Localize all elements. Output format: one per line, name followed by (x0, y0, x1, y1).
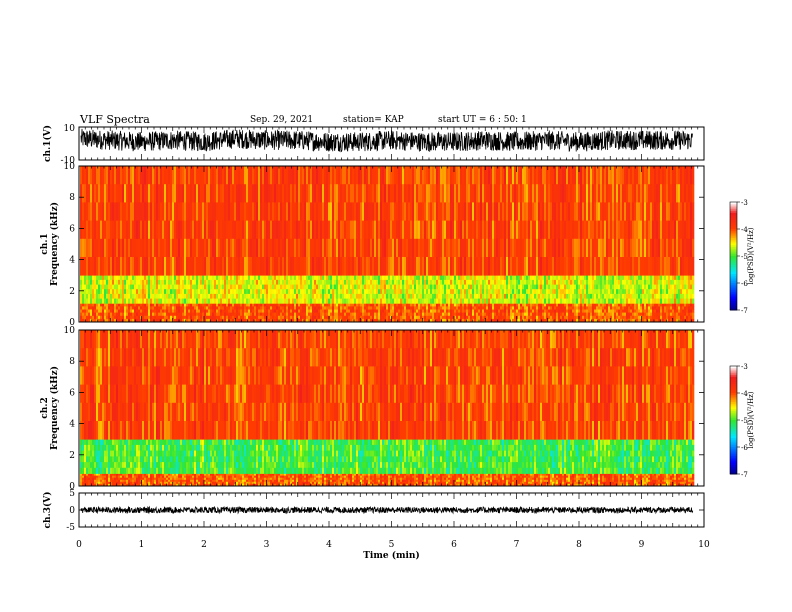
ch2-spectrogram-ytick-label: 8 (69, 357, 75, 367)
ch3-waveform-line (80, 505, 694, 515)
ch2-colorbar-label: log(PSD)(V²/Hz) (747, 391, 755, 448)
ch1-colorbar-tick-label: -3 (741, 199, 748, 207)
ch1-ytick-top-label: 10 (64, 124, 76, 134)
ch1-colorbar-tick-label: -5 (741, 253, 748, 261)
ch2-colorbar (730, 366, 737, 475)
ch3-waveform-ytick-label: 0 (69, 506, 75, 516)
ch2-colorbar-tick-label: -7 (741, 471, 748, 479)
ch3-waveform-ytick-label: 5 (69, 489, 75, 499)
time-axis-title: Time (min) (363, 550, 420, 561)
ch2-spectrogram-ytick-label: 0 (69, 482, 75, 492)
ch1-waveform-ylabel-line: ch.1(V) (42, 125, 53, 162)
ch1-spectrogram-ytick-label: 0 (69, 318, 75, 328)
ch2-colorbar-tick-label: -5 (741, 417, 748, 425)
ch1-colorbar (730, 202, 737, 311)
time-axis-tick-label: 3 (264, 540, 270, 550)
ch2-spectrogram-ytick-label: 10 (64, 326, 76, 336)
ch1-ytick-bottom-label: -10 (61, 156, 76, 166)
ch1-colorbar-label: log(PSD)(V²/Hz) (747, 227, 755, 284)
time-axis-tick-label: 8 (576, 540, 582, 550)
ch1-spectrogram-ylabel-line: ch.1 (40, 233, 50, 254)
time-axis-tick-label: 9 (639, 540, 645, 550)
date-label: Sep. 29, 2021 (250, 115, 314, 125)
ch1-waveform-line (80, 128, 694, 153)
ch2-colorbar-tick-label: -6 (741, 444, 748, 452)
ch2-spectrogram-ylabel: ch.2 Frequency (kHz) (40, 366, 60, 450)
time-axis-tick-label: 1 (139, 540, 145, 550)
ch2-spectrogram-ylabel-line: Frequency (kHz) (49, 366, 60, 450)
ch1-waveform-ylabel: ch.1(V) (42, 125, 53, 162)
time-axis-tick-label: 4 (326, 540, 332, 550)
ch1-spectrogram-ytick-label: 10 (64, 162, 76, 172)
ch1-spectrogram-ylabel: ch.1 Frequency (kHz) (40, 202, 60, 286)
start-time-label: start UT = 6 : 50: 1 (438, 115, 527, 125)
ch1-colorbar-tick-label: -6 (741, 280, 748, 288)
chart-title: VLF Spectra (80, 113, 150, 126)
time-axis-tick-label: 5 (389, 540, 395, 550)
time-axis-tick-label: 2 (201, 540, 207, 550)
time-axis-tick-label: 0 (76, 540, 82, 550)
ch1-spectrogram-cells (80, 166, 695, 323)
ch2-colorbar-tick-label: -4 (741, 390, 748, 398)
time-axis-tick-label: 6 (451, 540, 457, 550)
ch1-colorbar-label-group: log(PSD)(V²/Hz) (747, 227, 755, 284)
ch2-spectrogram-ylabel-line: ch.2 (40, 397, 50, 418)
ch1-spectrogram-ytick-label: 6 (69, 224, 75, 234)
ch3-waveform-ylabel-line: ch.3(V) (42, 492, 53, 529)
ch2-spectrogram-ytick-label: 2 (69, 451, 75, 461)
ch2-spectrogram-ytick-label: 4 (69, 420, 75, 430)
station-label: station= KAP (343, 115, 404, 125)
ch1-spectrogram-ytick-label: 2 (69, 287, 75, 297)
ch1-spectrogram-ytick-label: 4 (69, 256, 75, 266)
ch2-spectrogram-ytick-label: 6 (69, 388, 75, 398)
ch1-colorbar-tick-label: -7 (741, 307, 748, 315)
ch2-colorbar-label-group: log(PSD)(V²/Hz) (747, 391, 755, 448)
ch3-waveform-ylabel: ch.3(V) (42, 492, 53, 529)
ch2-spectrogram-cells (80, 330, 695, 487)
ch1-spectrogram-ytick-label: 8 (69, 193, 75, 203)
ch1-spectrogram-ylabel-line: Frequency (kHz) (49, 202, 60, 286)
ch1-colorbar-tick-label: -4 (741, 226, 748, 234)
time-axis-tick-label: 10 (698, 540, 710, 550)
time-axis-tick-label: 7 (514, 540, 520, 550)
ch2-colorbar-tick-label: -3 (741, 363, 748, 371)
ch3-waveform-ytick-label: -5 (66, 523, 75, 533)
